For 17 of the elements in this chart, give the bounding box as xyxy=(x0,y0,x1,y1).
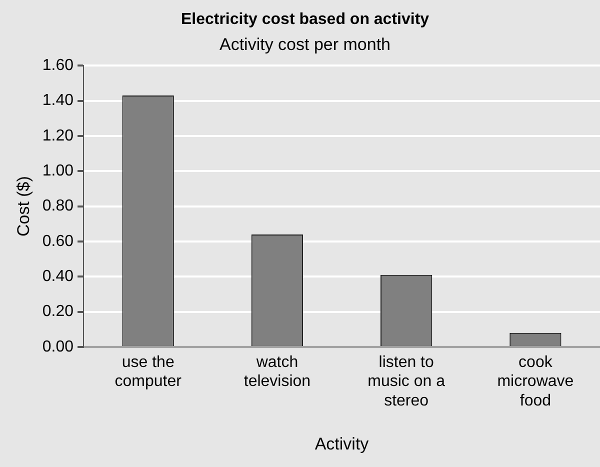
y-tick-label: 1.20 xyxy=(42,127,74,144)
y-tick-label: 1.60 xyxy=(42,57,74,74)
y-tick-label: 0.40 xyxy=(42,268,74,286)
y-axis-title: Cost ($) xyxy=(14,176,33,237)
x-axis-title: Activity xyxy=(314,434,370,454)
y-tick-label: 0.00 xyxy=(42,338,74,356)
y-tick-label: 0.60 xyxy=(42,232,74,250)
x-tick-label: watch television xyxy=(244,354,311,390)
y-tick-label: 0.80 xyxy=(42,198,74,215)
y-tick-label: 0.20 xyxy=(42,303,74,320)
y-tick-label: 1.40 xyxy=(42,92,74,110)
x-tick-label: cook microwave food xyxy=(497,354,574,410)
chart-title: Electricity cost based on activity xyxy=(180,11,430,28)
x-tick-label: listen to music on a stereo xyxy=(368,354,446,410)
chart-subtitle: Activity cost per month xyxy=(219,35,391,54)
x-tick-label: use the computer xyxy=(114,354,182,390)
y-tick-label: 1.00 xyxy=(42,162,74,180)
